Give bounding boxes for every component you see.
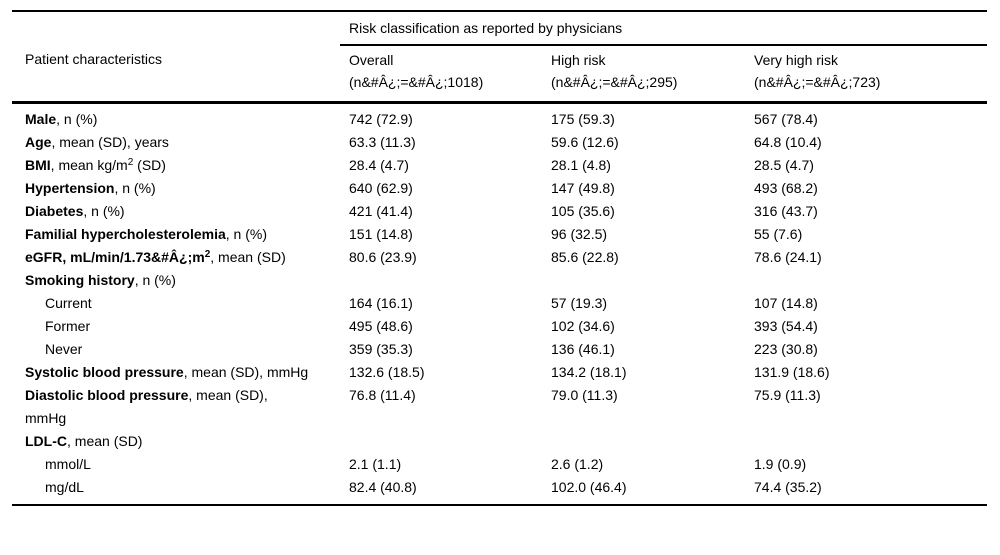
column-header-very-high-risk: Very high risk (n&#Â¿;=&#Â¿;723) [745,45,988,104]
row-label: mg/dL [12,476,340,506]
cell-value: 132.6 (18.5) [349,364,425,380]
table-row: Hypertension, n (%) 640 (62.9) 147 (49.8) 4… [12,177,987,200]
cell-value: 147 (49.8) [551,180,615,196]
cell-value: 79.0 (11.3) [551,387,618,403]
table-row: LDL-C, mean (SD) [12,430,987,453]
cell-value: 393 (54.4) [754,318,818,334]
row-label: Diabetes, n (%) [25,203,125,219]
column-title: High risk [551,52,606,68]
cell-value: 96 (32.5) [551,226,608,242]
table-row: Diabetes, n (%) 421 (41.4) 105 (35.6) 316 (… [12,200,987,223]
table-row: mmol/L 2.1 (1.1) 2.6 (1.2) 1.9 (0.9) [12,453,987,476]
cell-value: 74.4 (35.2) [745,476,988,506]
cell-value: 107 (14.8) [754,295,818,311]
cell-value: 2.6 (1.2) [551,456,604,472]
table-row: Former 495 (48.6) 102 (34.6) 393 (54.4) [12,315,987,338]
column-header-overall: Overall (n&#Â¿;=&#Â¿;1018) [340,45,542,104]
table-row: Age, mean (SD), years 63.3 (11.3) 59.6 (12… [12,131,987,154]
table-row: Diastolic blood pressure, mean (SD), mmH… [12,384,987,430]
cell-value: 421 (41.4) [349,203,413,219]
cell-value: 1.9 (0.9) [754,456,807,472]
cell-value: 567 (78.4) [754,111,818,127]
row-label: Hypertension, n (%) [25,180,156,196]
cell-value: 640 (62.9) [349,180,413,196]
row-label: Smoking history, n (%) [25,272,176,288]
cell-value [745,430,987,453]
table-body: Male, n (%) 742 (72.9) 175 (59.3) 567 (78.4… [12,103,988,506]
table-row: BMI, mean kg/m2 (SD) 28.4 (4.7) 28.1 (4.8)… [12,154,987,177]
column-header-high-risk: High risk (n&#Â¿;=&#Â¿;295) [542,45,745,104]
spanner-spacer-cell [12,11,340,45]
table-header: Risk classification as reported by physi… [12,11,988,104]
cell-value: 131.9 (18.6) [754,364,830,380]
row-label: Male, n (%) [25,111,98,127]
cell-value: 82.4 (40.8) [340,476,542,506]
cell-value: 80.6 (23.9) [349,249,417,265]
cell-value: 742 (72.9) [349,111,413,127]
row-label: mmol/L [45,456,91,472]
cell-value [340,430,542,453]
cell-value: 151 (14.8) [349,226,413,242]
row-label: Age, mean (SD), years [25,134,169,150]
table-row: Male, n (%) 742 (72.9) 175 (59.3) 567 (78.4… [12,103,987,132]
cell-value: 85.6 (22.8) [551,249,619,265]
cell-value: 2.1 (1.1) [349,456,402,472]
cell-value: 164 (16.1) [349,295,413,311]
cell-value: 64.8 (10.4) [754,134,822,150]
cell-value: 175 (59.3) [551,111,615,127]
cell-value: 495 (48.6) [349,318,413,334]
row-label: Former [45,318,91,334]
cell-value [542,269,745,292]
cell-value: 75.9 (11.3) [754,387,821,403]
cell-value: 76.8 (11.4) [349,387,416,403]
table-row: Familial hypercholesterolemia, n (%) 151 … [12,223,987,246]
cell-value: 493 (68.2) [754,180,818,196]
row-label: Diastolic blood pressure, mean (SD), mmH… [25,387,268,426]
patient-characteristics-table: Risk classification as reported by physi… [12,10,988,506]
cell-value: 102 (34.6) [551,318,615,334]
row-label: Systolic blood pressure, mean (SD), mmHg [25,364,309,380]
table-row: mg/dL 82.4 (40.8) 102.0 (46.4) 74.4 (35.2) [12,476,988,506]
row-label: Familial hypercholesterolemia, n (%) [25,226,267,242]
row-label: LDL-C, mean (SD) [25,433,143,449]
cell-value: 63.3 (11.3) [349,134,416,150]
row-header-label: Patient characteristics [12,45,340,104]
column-n: (n&#Â¿;=&#Â¿;1018) [349,74,484,90]
row-label: eGFR, mL/min/1.73&#Â¿;m2, mean (SD) [25,249,286,265]
cell-value: 316 (43.7) [754,203,818,219]
cell-value: 134.2 (18.1) [551,364,627,380]
cell-value: 57 (19.3) [551,295,608,311]
column-n: (n&#Â¿;=&#Â¿;295) [551,74,678,90]
column-title: Overall [349,52,394,68]
paper-table-region: Risk classification as reported by physi… [12,10,988,506]
table-row: Never 359 (35.3) 136 (46.1) 223 (30.8) [12,338,987,361]
cell-value [745,269,987,292]
row-label: Never [45,341,83,357]
cell-value: 105 (35.6) [551,203,615,219]
column-title: Very high risk [754,52,839,68]
table-row: eGFR, mL/min/1.73&#Â¿;m2, mean (SD) 80.6 … [12,246,987,269]
cell-value: 136 (46.1) [551,341,615,357]
row-label: BMI, mean kg/m2 (SD) [25,157,166,173]
cell-value: 78.6 (24.1) [754,249,822,265]
table-row: Smoking history, n (%) [12,269,987,292]
table-row: Current 164 (16.1) 57 (19.3) 107 (14.8) [12,292,987,315]
cell-value: 102.0 (46.4) [542,476,745,506]
cell-value: 55 (7.6) [754,226,803,242]
cell-value [542,430,745,453]
cell-value: 28.4 (4.7) [349,157,409,173]
column-header-row: Patient characteristics Overall (n&#Â¿;=… [12,45,988,104]
table-row: Systolic blood pressure, mean (SD), mmHg… [12,361,987,384]
column-n: (n&#Â¿;=&#Â¿;723) [754,74,881,90]
cell-value: 28.5 (4.7) [754,157,814,173]
cell-value: 59.6 (12.6) [551,134,619,150]
cell-value: 28.1 (4.8) [551,157,611,173]
cell-value: 359 (35.3) [349,341,413,357]
spanner-row: Risk classification as reported by physi… [12,11,988,46]
row-label: Current [45,295,92,311]
cell-value [340,269,542,292]
cell-value: 223 (30.8) [754,341,818,357]
spanner-heading: Risk classification as reported by physi… [340,11,988,46]
